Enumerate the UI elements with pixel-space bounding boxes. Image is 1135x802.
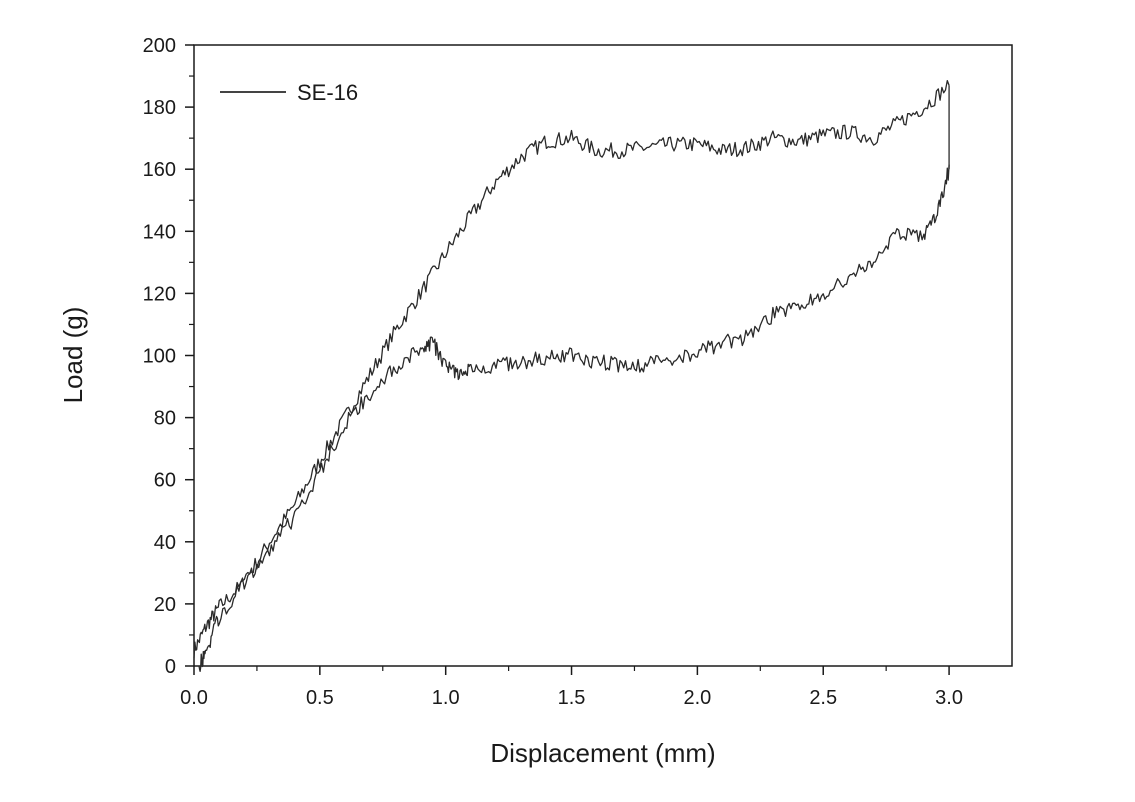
x-tick-label: 3.0 (935, 687, 963, 709)
y-tick-label: 60 (154, 470, 176, 492)
y-tick-label: 20 (154, 594, 176, 616)
x-axis-ticks: 0.0 0.5 1.0 1.5 2.0 2.5 3.0 (180, 666, 963, 709)
y-tick-label: 120 (143, 283, 176, 305)
x-axis-title: Displacement (mm) (490, 738, 715, 768)
y-tick-label: 180 (143, 97, 176, 119)
x-tick-label: 1.0 (432, 687, 460, 709)
legend: SE-16 (220, 80, 358, 105)
y-tick-label: 100 (143, 346, 176, 368)
series-layer (193, 79, 950, 673)
x-tick-label: 0.0 (180, 687, 208, 709)
y-tick-label: 80 (154, 408, 176, 430)
legend-label-se-16: SE-16 (297, 80, 358, 105)
x-tick-label: 1.5 (558, 687, 586, 709)
series-se-16-unloading (198, 164, 950, 673)
y-axis-ticks: 0 20 40 60 80 100 120 140 160 180 200 (143, 35, 194, 678)
series-se-16-loading (193, 79, 950, 659)
y-tick-label: 0 (165, 656, 176, 678)
x-tick-label: 2.0 (683, 687, 711, 709)
plot-frame (193, 44, 1013, 667)
y-tick-label: 140 (143, 221, 176, 243)
y-tick-label: 200 (143, 35, 176, 57)
x-tick-label: 0.5 (306, 687, 334, 709)
y-tick-label: 160 (143, 159, 176, 181)
x-tick-label: 2.5 (809, 687, 837, 709)
y-axis-title: Load (g) (58, 307, 88, 404)
y-tick-label: 40 (154, 532, 176, 554)
